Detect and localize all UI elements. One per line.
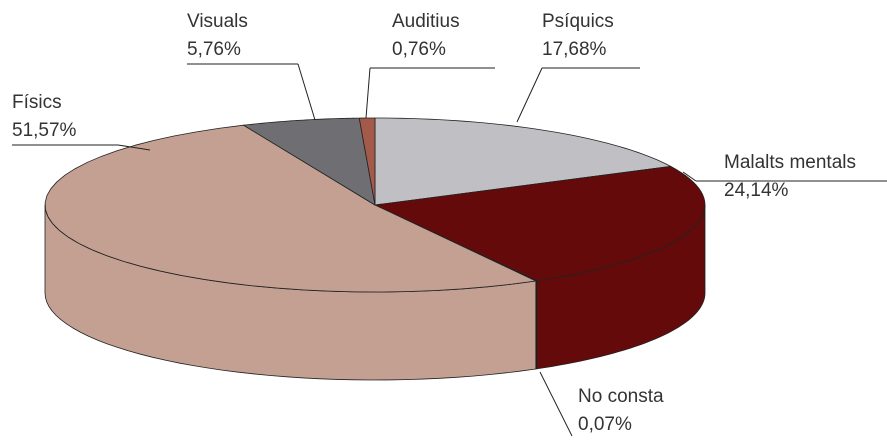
slice (358, 117, 376, 206)
slice (374, 165, 706, 282)
leader-line (539, 371, 573, 437)
leader-line (297, 63, 316, 121)
slice-value-label: 0,07% (578, 414, 632, 435)
leader-line (516, 67, 543, 123)
slice-value-label: 0,76% (392, 39, 446, 60)
slice (44, 124, 537, 293)
slice (374, 117, 672, 206)
slice-value-label: 24,14% (724, 180, 789, 201)
leader-line (682, 171, 697, 182)
slice-label: Auditius (392, 11, 460, 32)
slice-label: Visuals (187, 11, 248, 32)
slice-label: Psíquics (542, 11, 614, 32)
slice-label: Malalts mentals (724, 152, 856, 173)
slice-value-label: 17,68% (542, 39, 607, 60)
leader-line (365, 67, 371, 119)
slice-label: No consta (578, 386, 664, 407)
slice-value-label: 5,76% (187, 39, 241, 60)
slice (243, 117, 376, 206)
slice-label: Físics (12, 92, 62, 113)
slice-value-label: 51,57% (12, 120, 77, 141)
leader-line (117, 144, 151, 151)
